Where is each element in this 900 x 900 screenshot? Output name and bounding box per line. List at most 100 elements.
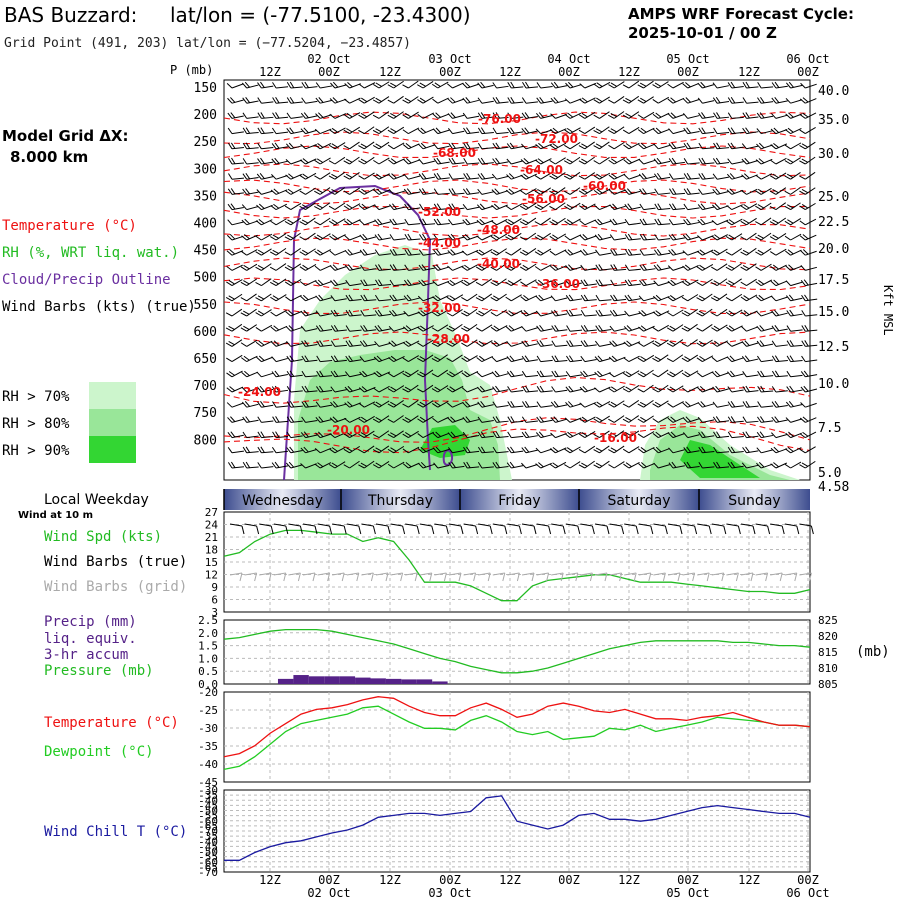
wind-barb-flag — [802, 234, 809, 240]
wind-barb-flag — [801, 340, 806, 347]
wind-barb-flag — [359, 371, 365, 378]
wind-barb-shaft — [775, 172, 787, 180]
weekday-band: Wednesday Thursday Friday Saturday Sunday — [223, 489, 810, 510]
wind-barb — [769, 187, 787, 195]
wind-barb-flag — [669, 203, 674, 210]
wind-barb-flag — [593, 83, 600, 89]
wind-barb-flag — [363, 279, 368, 286]
wind-barb-flag — [480, 112, 486, 119]
wind-barb-shaft — [790, 281, 803, 287]
wind-barb-flag — [462, 82, 468, 89]
grid-point: Grid Point (491, 203) lat/lon = (−77.520… — [4, 36, 411, 51]
wind-barb — [227, 416, 244, 423]
wind-barb-flag — [491, 189, 497, 195]
wind-barb-flag — [595, 294, 600, 302]
wind-barb — [372, 461, 390, 469]
wind-barb — [403, 157, 420, 165]
wind-barb-flag — [623, 159, 630, 165]
wind-barb-flag — [372, 433, 380, 439]
wind-barb — [387, 95, 404, 104]
wind-barb-flag — [742, 416, 747, 423]
wind-barb — [257, 157, 274, 165]
wind-barb-shaft — [305, 129, 318, 135]
wind-barb-grid — [682, 572, 696, 582]
pressure-tick-label: 250 — [194, 135, 217, 150]
wind-barb-flag — [773, 462, 779, 468]
wind-barb-flag — [551, 219, 559, 224]
wind-barb-flag — [799, 114, 806, 119]
panel-tick-label: 1.5 — [198, 640, 218, 653]
wind-barb-shaft — [540, 85, 553, 89]
wind-barb-flag — [684, 356, 691, 361]
wind-barb-flag — [669, 371, 676, 376]
wind-barb-flag — [477, 82, 483, 89]
wind-barb — [622, 430, 640, 439]
wind-barb-flag — [493, 234, 500, 239]
wind-barb-flag — [317, 249, 324, 255]
wind-barb-flag — [421, 188, 427, 195]
wind-barb — [315, 112, 332, 119]
wind-barb-shaft — [390, 572, 403, 576]
wind-barb — [314, 202, 331, 211]
wind-barb — [594, 233, 612, 241]
wind-barb-shaft — [319, 142, 332, 150]
wind-barb-flag — [637, 388, 644, 393]
wind-barb-shaft — [452, 130, 465, 135]
wind-barb-shaft — [305, 312, 318, 317]
wind-barb-flag — [245, 446, 251, 453]
wind-barb-flag — [375, 97, 382, 102]
wind-barb-flag — [433, 173, 439, 180]
wind-barb-flag — [686, 188, 692, 195]
wind-barb — [330, 81, 347, 89]
wind-barb-flag — [328, 160, 336, 165]
wind-barb-shaft — [760, 173, 773, 180]
wind-barb-flag — [712, 173, 718, 180]
wind-barb-flag — [477, 188, 483, 195]
wind-barb — [654, 188, 671, 195]
wind-barb-flag — [564, 464, 571, 469]
wind-barb — [507, 81, 524, 89]
wind-barb — [698, 462, 715, 469]
wind-barb — [463, 461, 480, 469]
wind-barb-true — [317, 523, 333, 535]
wind-barb-shaft — [702, 131, 715, 135]
wind-barb-shaft — [643, 238, 656, 241]
wind-barb — [785, 280, 803, 287]
wind-barb — [520, 188, 537, 195]
wind-barb-flag — [802, 97, 809, 103]
wind-barb-flag — [799, 417, 806, 423]
wind-barb-shaft — [628, 370, 640, 378]
wind-barb — [314, 249, 332, 256]
wind-barb-flag — [317, 143, 324, 148]
wind-barb — [328, 202, 346, 211]
wind-barb — [712, 203, 729, 211]
wind-barb — [756, 461, 773, 469]
wind-barb-shaft — [452, 465, 465, 469]
wind-barb — [534, 202, 551, 211]
legend-rh-90: RH > 90% — [2, 443, 70, 459]
wind-barb-shaft — [658, 369, 669, 378]
wind-barb-flag — [287, 219, 294, 224]
wind-barb — [374, 294, 391, 302]
wind-barb-shaft — [511, 131, 524, 135]
pressure-tick-label: 650 — [194, 352, 217, 367]
wind-barb-flag — [491, 356, 497, 362]
wind-barb-shaft — [521, 572, 535, 576]
cloud-outline-small — [442, 449, 454, 466]
wind-barb-flag — [417, 403, 424, 408]
wind-barb — [579, 233, 597, 241]
wind-barb — [505, 232, 522, 241]
wind-barb-shaft — [463, 572, 476, 576]
wind-barb — [301, 370, 318, 378]
wind-barb — [594, 204, 611, 211]
wind-barb-flag — [612, 203, 618, 210]
wind-barb-shaft — [569, 446, 581, 454]
wind-barb-flag — [740, 266, 747, 271]
wind-barb-flag — [462, 416, 468, 423]
wind-barb-shaft — [275, 175, 288, 180]
wind-barb-shaft — [290, 232, 301, 241]
wind-barb-flag — [463, 173, 468, 180]
wind-barb — [286, 355, 303, 363]
wind-barb-flag — [536, 355, 542, 362]
wind-barb-shaft — [481, 100, 494, 104]
